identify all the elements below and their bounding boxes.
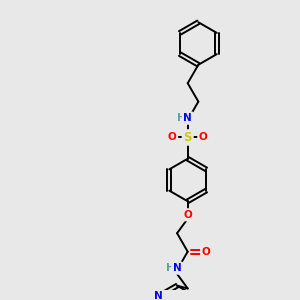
Text: O: O [202,247,211,256]
Text: O: O [199,132,208,142]
Text: N: N [183,113,192,123]
Text: N: N [173,263,182,273]
Text: O: O [183,210,192,220]
Text: N: N [154,291,163,300]
Text: H: H [166,263,175,273]
Text: O: O [168,132,177,142]
Text: H: H [177,113,185,123]
Text: S: S [184,131,192,144]
